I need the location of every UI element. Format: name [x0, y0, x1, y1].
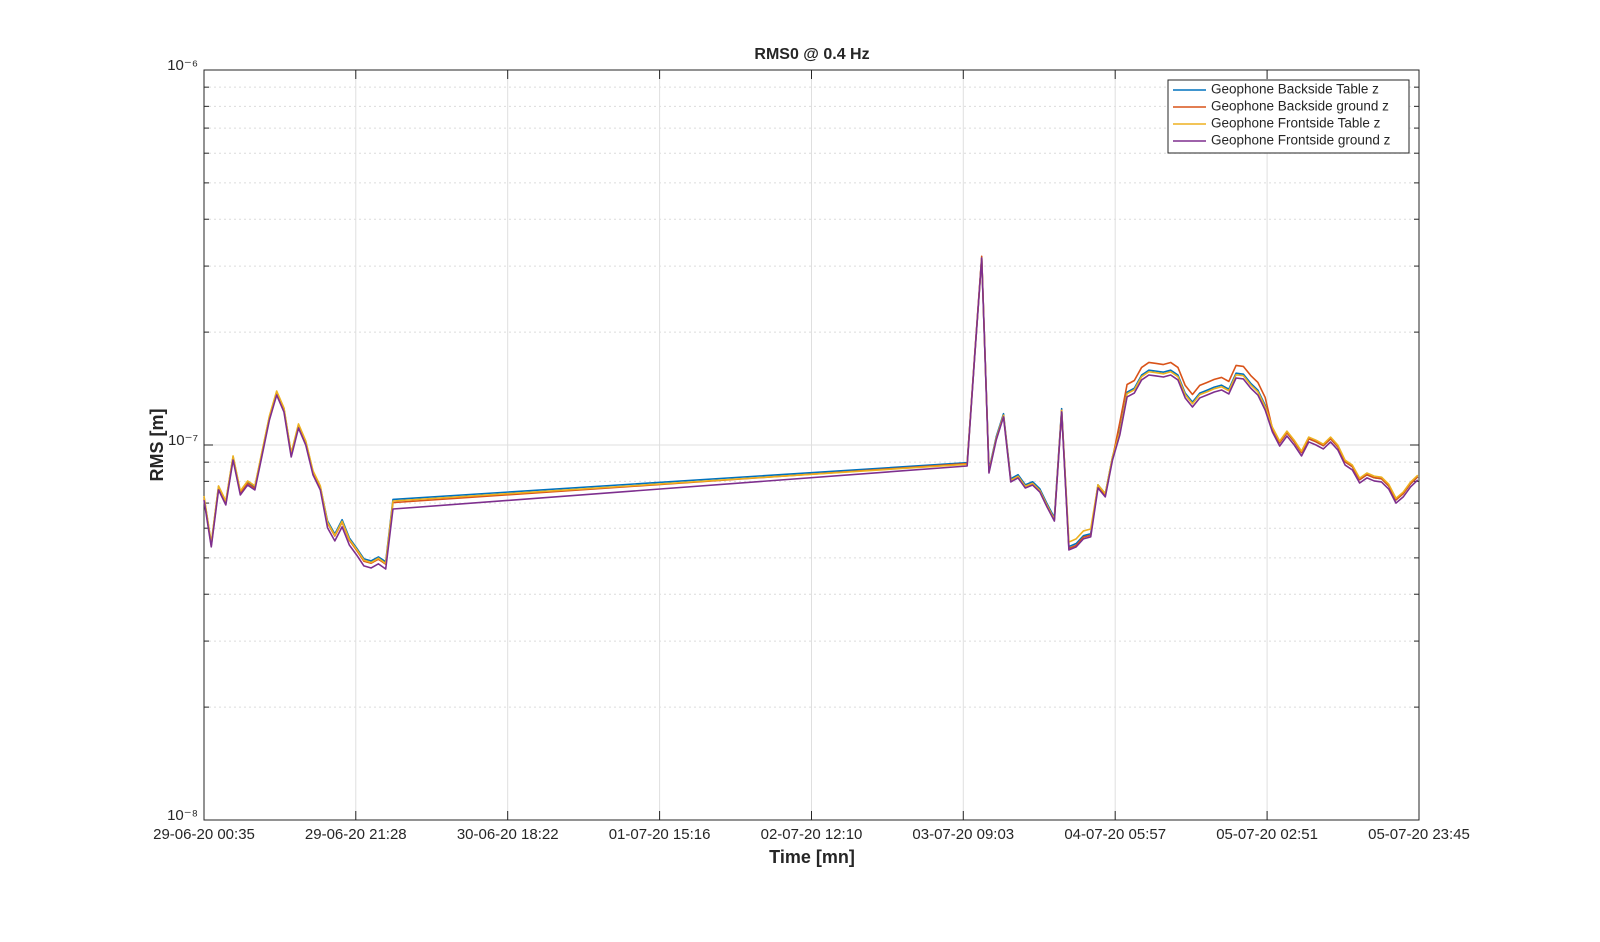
legend-label: Geophone Frontside Table z	[1211, 116, 1381, 131]
legend-box	[1167, 79, 1410, 154]
legend-label: Geophone Frontside ground z	[1211, 133, 1391, 148]
y-axis-label: RMS [m]	[147, 409, 167, 482]
y-tick-label: 10⁻⁸	[167, 807, 198, 824]
legend-label: Geophone Backside Table z	[1211, 82, 1379, 97]
x-tick-label: 30-06-20 18:22	[457, 826, 559, 843]
x-tick-label: 04-07-20 05:57	[1064, 826, 1166, 843]
x-tick-label: 29-06-20 00:35	[153, 826, 255, 843]
y-tick-label: 10⁻⁷	[168, 432, 198, 449]
chart-title: RMS0 @ 0.4 Hz	[754, 46, 869, 63]
x-tick-label: 03-07-20 09:03	[912, 826, 1014, 843]
legend: Geophone Backside Table z Geophone Backsi…	[1167, 79, 1410, 154]
y-tick-label: 10⁻⁶	[167, 57, 198, 74]
x-tick-label: 01-07-20 15:16	[609, 826, 711, 843]
series-line	[203, 257, 1419, 570]
x-tick-label: 05-07-20 02:51	[1216, 826, 1318, 843]
legend-label: Geophone Backside ground z	[1211, 99, 1389, 114]
x-tick-label: 29-06-20 21:28	[305, 826, 407, 843]
x-tick-label: 02-07-20 12:10	[761, 826, 863, 843]
x-tick-label: 05-07-20 23:45	[1368, 826, 1470, 843]
x-axis-label: Time [mn]	[769, 847, 855, 867]
series-line	[203, 257, 1419, 565]
